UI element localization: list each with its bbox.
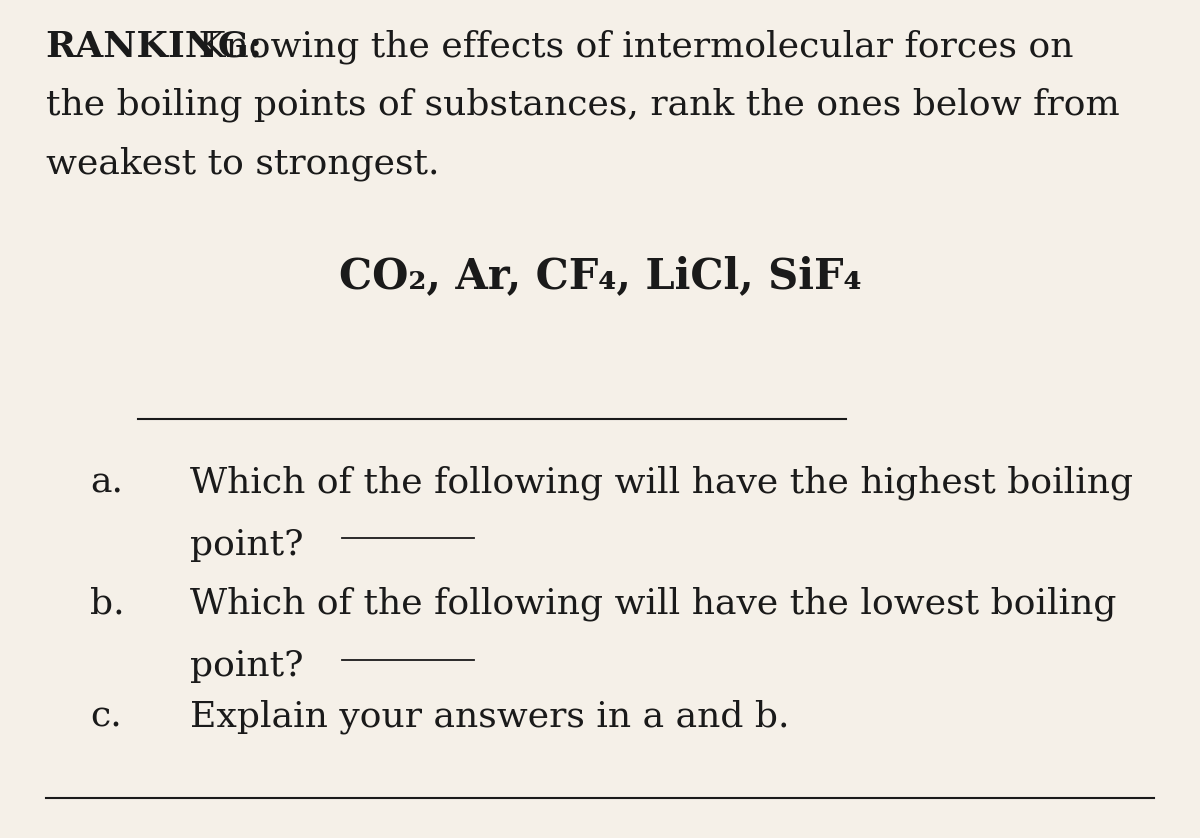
Text: a.: a. bbox=[90, 465, 124, 499]
Text: Explain your answers in a and b.: Explain your answers in a and b. bbox=[190, 700, 790, 734]
Text: point?: point? bbox=[190, 528, 304, 562]
Text: point?: point? bbox=[190, 649, 304, 684]
Text: c.: c. bbox=[90, 700, 121, 734]
Text: Which of the following will have the highest boiling: Which of the following will have the hig… bbox=[190, 465, 1133, 499]
Text: CO₂, Ar, CF₄, LiCl, SiF₄: CO₂, Ar, CF₄, LiCl, SiF₄ bbox=[338, 256, 862, 297]
Text: b.: b. bbox=[90, 587, 125, 621]
Text: RANKING:: RANKING: bbox=[46, 29, 263, 64]
Text: the boiling points of substances, rank the ones below from: the boiling points of substances, rank t… bbox=[46, 88, 1120, 122]
Text: Which of the following will have the lowest boiling: Which of the following will have the low… bbox=[190, 587, 1116, 621]
Text: Knowing the effects of intermolecular forces on: Knowing the effects of intermolecular fo… bbox=[187, 29, 1074, 64]
Text: weakest to strongest.: weakest to strongest. bbox=[46, 147, 439, 181]
